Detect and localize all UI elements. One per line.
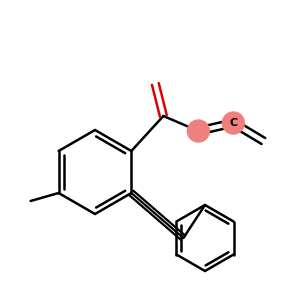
Text: C: C: [229, 118, 237, 128]
Circle shape: [188, 120, 209, 142]
Circle shape: [222, 112, 244, 134]
